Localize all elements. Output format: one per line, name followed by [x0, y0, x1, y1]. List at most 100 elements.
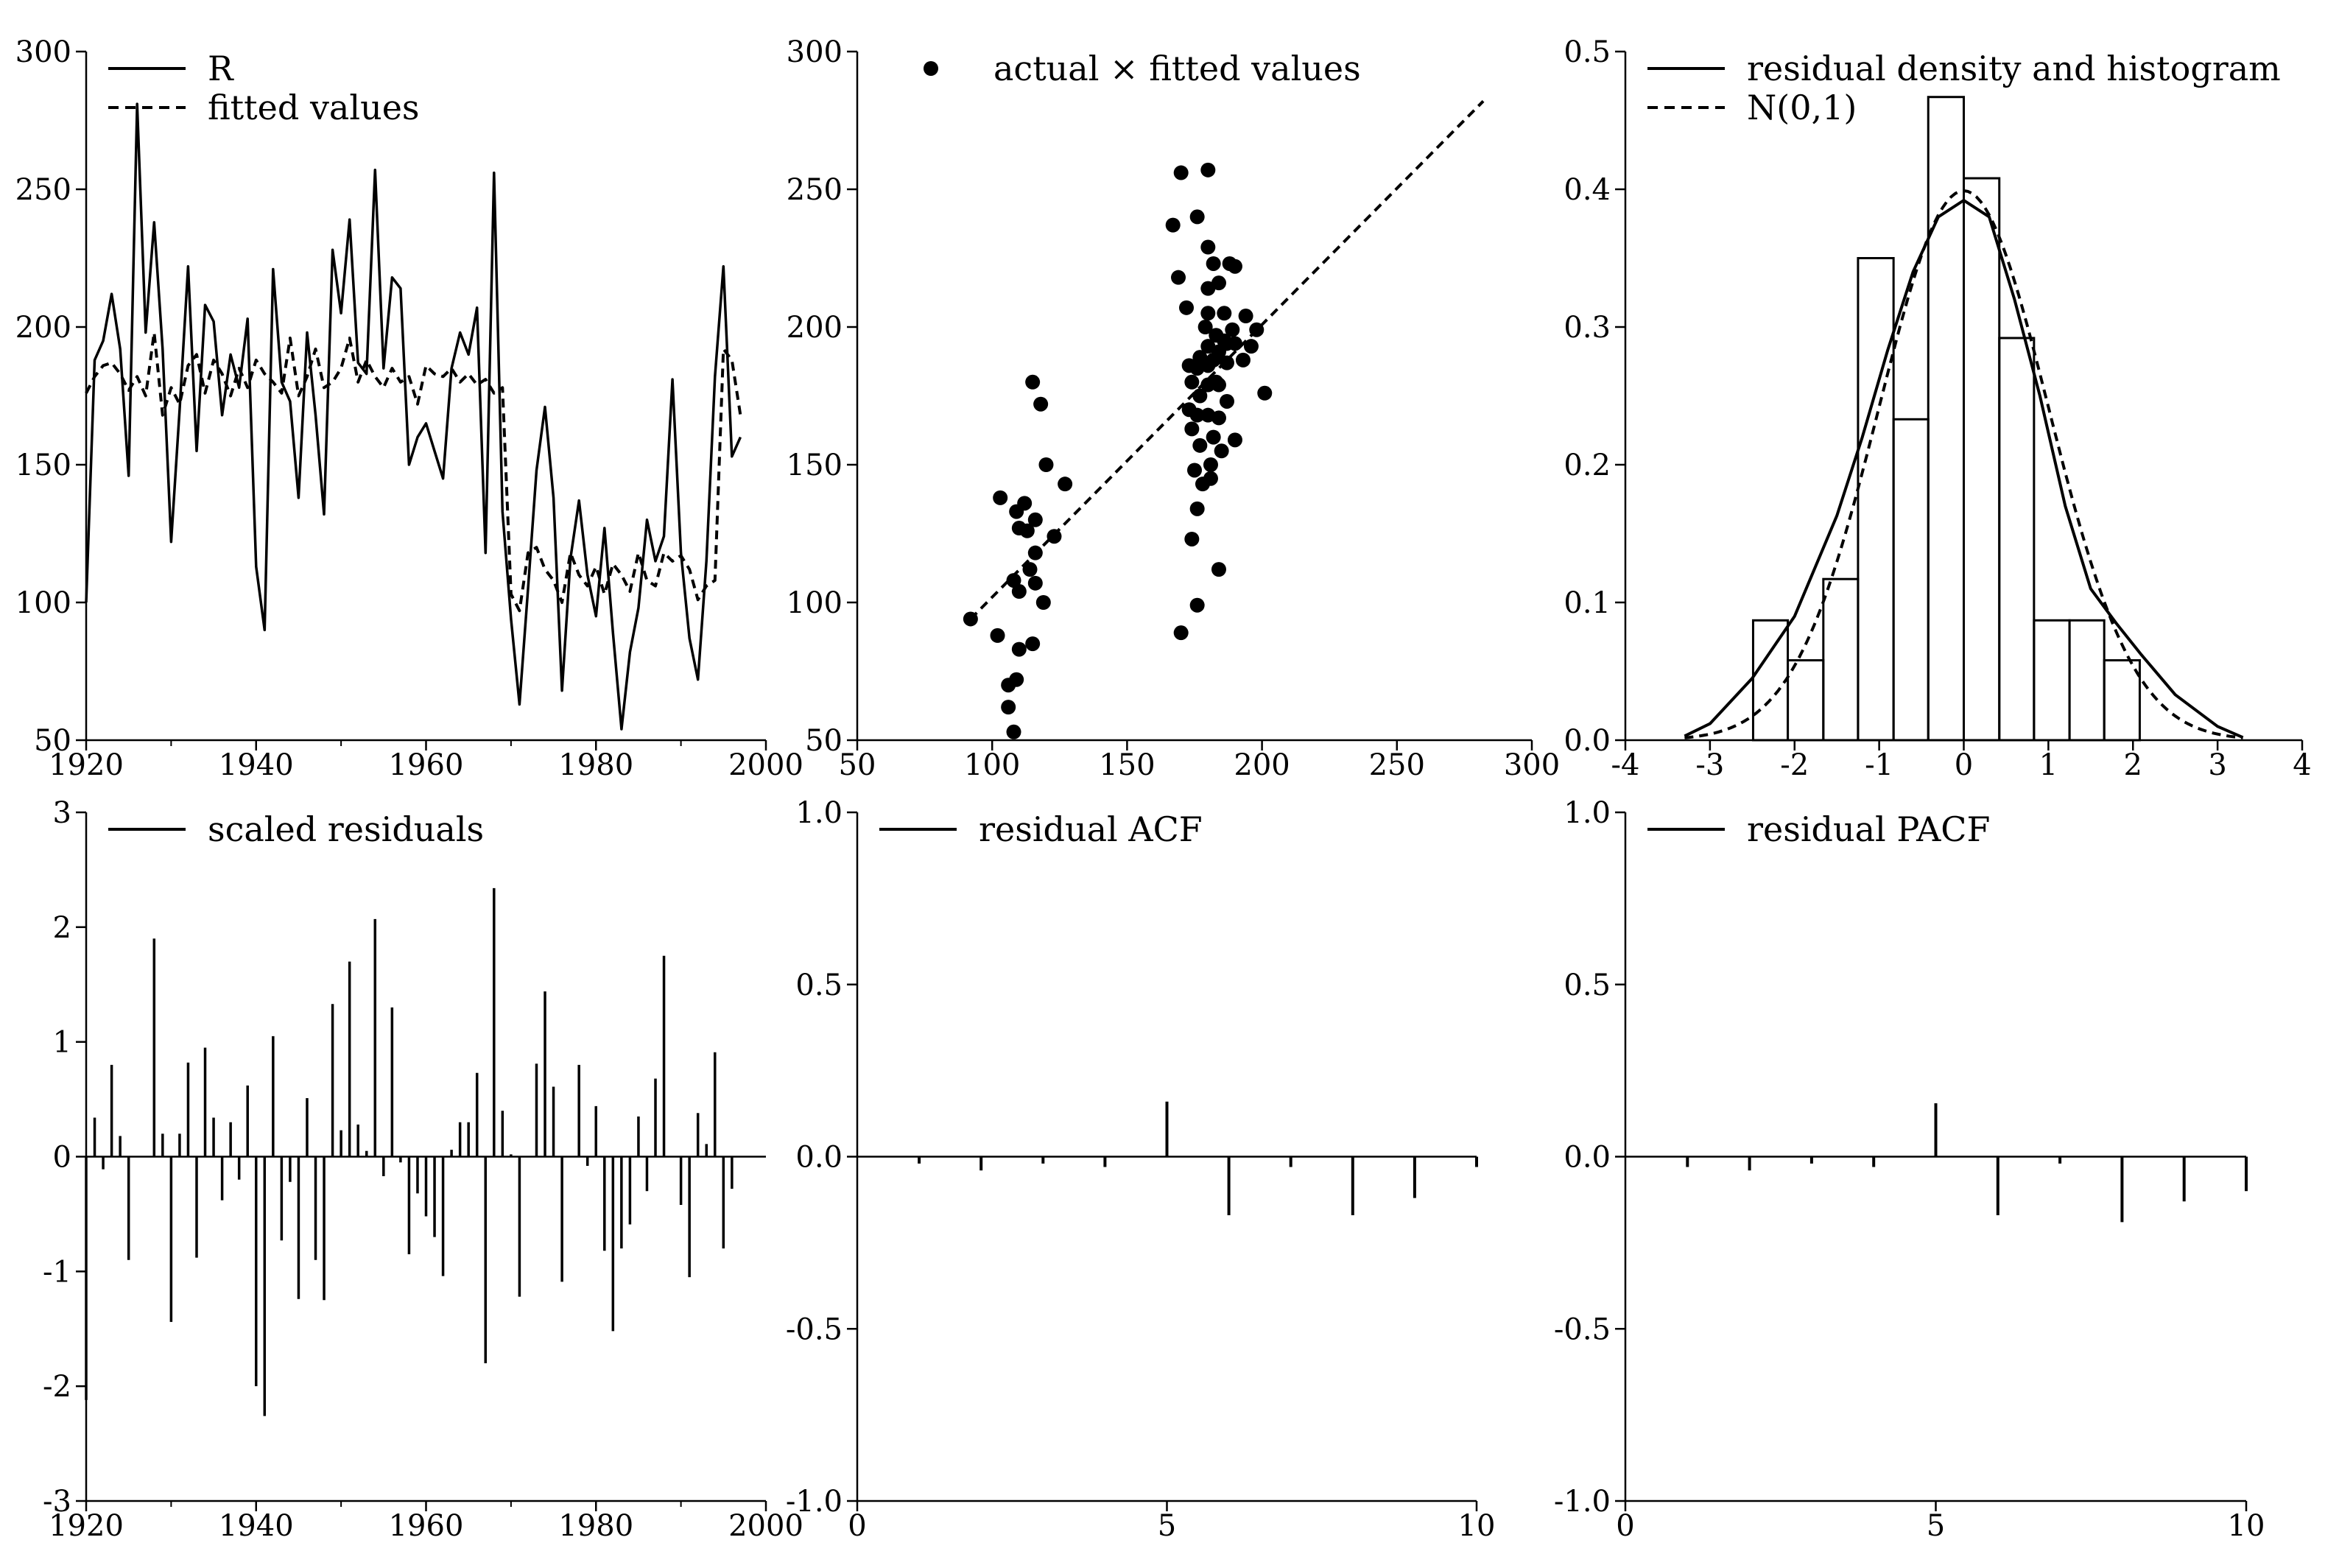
scatter-point: [1165, 217, 1181, 233]
x-tick-label: 5: [1927, 1509, 1945, 1543]
x-tick-label: 50: [839, 748, 876, 782]
scatter-point: [1200, 162, 1216, 177]
y-tick-label: -3: [43, 1485, 71, 1519]
panel-actual-fitted-scatter: 50 100 150 200 250 300 50 100 150 200 250 300 actual…: [787, 35, 1561, 782]
y-tick-label: 250: [15, 173, 71, 207]
legend-marker-dot: [924, 61, 938, 76]
scatter-point: [1189, 501, 1205, 516]
scatter-point: [1047, 529, 1062, 544]
scatter-point: [1189, 407, 1205, 423]
y-tick-label: -0.5: [786, 1312, 843, 1346]
scatter-point: [1001, 700, 1016, 715]
scatter-point: [1006, 573, 1021, 588]
scatter-point: [1058, 477, 1073, 492]
legend-label: actual × fitted values: [993, 49, 1361, 88]
x-tick-label: 1920: [49, 748, 124, 782]
x-tick-label: -3: [1695, 748, 1724, 782]
panel-residual-acf: -1.0 -0.5 0.0 0.5 1.0 0 5 10 residual ACF: [786, 796, 1496, 1543]
scatter-point: [1017, 496, 1033, 511]
x-tick-label: 250: [1369, 748, 1425, 782]
normal-curve: [1684, 189, 2243, 739]
y-tick-label: 150: [15, 449, 71, 482]
scatter-point: [1173, 625, 1189, 641]
scatter-point: [1197, 320, 1213, 334]
scatter-point: [1184, 531, 1200, 546]
y-tick-label: -1: [43, 1255, 71, 1289]
y-tick-label: 0.4: [1564, 173, 1611, 207]
scatter-point: [1257, 385, 1273, 401]
x-tick-label: 1960: [389, 1509, 464, 1543]
y-tick-label: 0: [53, 1141, 71, 1175]
scatter-point: [1214, 443, 1229, 459]
x-tick-label: 1940: [219, 748, 294, 782]
histogram-bar: [1751, 619, 1790, 742]
scatter-point: [1227, 259, 1242, 274]
panel-r-fitted: 50 100 150 200 250 300 1920 1940 1960 1980 2000 Rfi…: [15, 35, 803, 782]
scatter-point: [1225, 322, 1240, 337]
y-tick-label: -1.0: [1554, 1485, 1611, 1519]
scatter-point: [1025, 374, 1041, 390]
panel-residual-density: 0.0 0.1 0.2 0.3 0.4 0.5 -4 -3 -2 -1 0 1 2 3 4 residual …: [1564, 35, 2311, 782]
y-tick-label: 0.5: [795, 968, 843, 1002]
x-tick-label: 1: [2039, 748, 2058, 782]
legend-label: scaled residuals: [208, 809, 484, 849]
y-tick-label: -0.5: [1554, 1312, 1611, 1346]
scatter-point: [1211, 410, 1226, 426]
x-tick-label: 2000: [728, 748, 803, 782]
scatter-point: [1249, 322, 1265, 337]
x-tick-label: -4: [1611, 748, 1640, 782]
histogram-bar: [1857, 257, 1895, 742]
y-tick-label: 0.5: [1564, 35, 1611, 69]
scatter-point: [963, 611, 978, 627]
y-tick-label: 0.3: [1564, 311, 1611, 345]
scatter-point: [1184, 421, 1200, 437]
scatter-point: [1200, 306, 1216, 321]
x-tick-label: 1920: [49, 1509, 124, 1543]
histogram-bar: [1927, 96, 1965, 742]
scatter-point: [1227, 432, 1242, 448]
scatter-point: [1011, 584, 1027, 600]
scatter-point: [1206, 429, 1221, 445]
scatter-point: [1009, 672, 1024, 687]
scatter-point: [1211, 562, 1226, 577]
scatter-point: [1219, 393, 1234, 409]
x-tick-label: 1980: [558, 748, 633, 782]
scatter-point: [1227, 336, 1242, 351]
y-tick-label: 1.0: [795, 796, 843, 830]
scatter-point: [1211, 377, 1226, 393]
x-tick-label: 10: [2228, 1509, 2265, 1543]
scatter-point: [1192, 437, 1208, 453]
scatter-point: [1189, 209, 1205, 225]
scatter-point: [1011, 641, 1027, 657]
y-tick-label: 100: [787, 586, 843, 620]
x-tick-label: 300: [1504, 748, 1560, 782]
x-tick-label: 1960: [389, 748, 464, 782]
y-tick-label: 0.5: [1564, 968, 1611, 1002]
scatter-point: [1238, 309, 1253, 324]
x-tick-label: 5: [1158, 1509, 1176, 1543]
y-tick-label: 50: [34, 724, 71, 758]
y-tick-label: 0.1: [1564, 586, 1611, 620]
histogram-bar: [2068, 619, 2106, 742]
scatter-point: [990, 627, 1005, 643]
y-tick-label: 100: [15, 586, 71, 620]
histogram-bar: [2033, 619, 2071, 742]
y-tick-label: 1.0: [1564, 796, 1611, 830]
x-tick-label: 0: [1955, 748, 1973, 782]
density-curve: [1684, 199, 2244, 739]
r-series-line: [85, 102, 742, 731]
x-tick-label: 4: [2293, 748, 2311, 782]
histogram-bar: [1787, 659, 1825, 742]
scatter-point: [1217, 306, 1232, 321]
histogram-bar: [1998, 337, 2036, 742]
scatter-point: [1219, 355, 1234, 370]
x-tick-label: 3: [2208, 748, 2226, 782]
x-tick-label: -1: [1865, 748, 1893, 782]
scatter-point: [1019, 523, 1035, 538]
scatter-point: [1022, 562, 1038, 577]
x-tick-label: 1980: [558, 1509, 633, 1543]
scatter-point: [1200, 239, 1216, 255]
y-tick-label: 0.0: [1564, 1141, 1611, 1175]
x-tick-label: 2: [2124, 748, 2142, 782]
scatter-point: [1203, 457, 1218, 472]
